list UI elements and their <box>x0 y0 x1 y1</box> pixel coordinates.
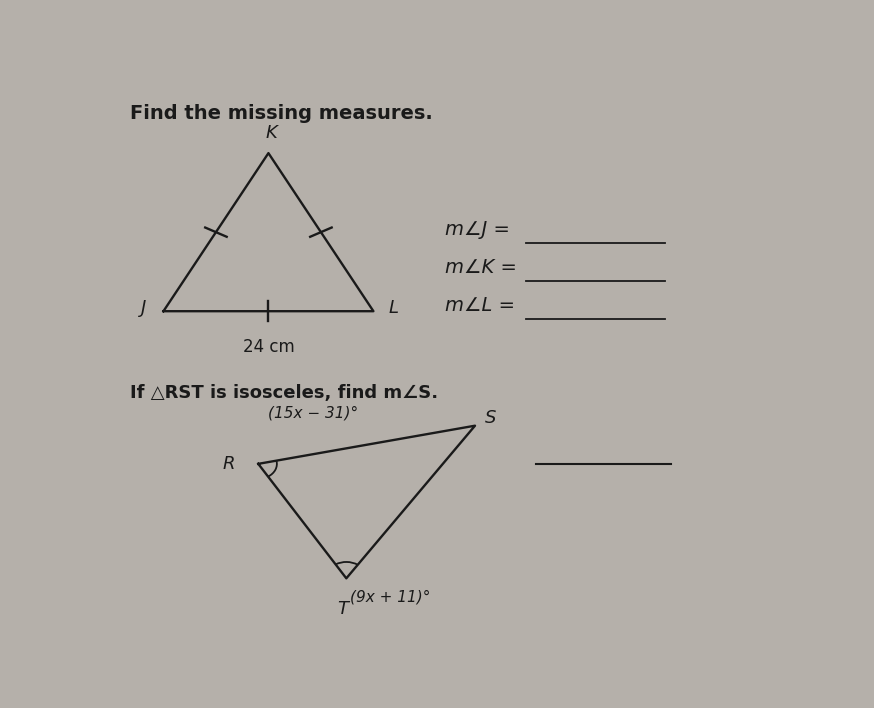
Text: S: S <box>485 409 496 426</box>
Text: (9x + 11)°: (9x + 11)° <box>350 589 430 604</box>
Text: Find the missing measures.: Find the missing measures. <box>129 104 433 123</box>
Text: 24 cm: 24 cm <box>243 338 295 356</box>
Text: J: J <box>142 299 147 317</box>
Text: If △RST is isosceles, find m∠S.: If △RST is isosceles, find m∠S. <box>129 384 438 402</box>
Text: K: K <box>266 124 278 142</box>
Text: m∠J =: m∠J = <box>445 220 510 239</box>
Text: L: L <box>388 299 399 317</box>
Text: m∠L =: m∠L = <box>445 296 515 315</box>
Text: R: R <box>222 455 234 473</box>
Text: (15x − 31)°: (15x − 31)° <box>268 405 358 421</box>
Text: m∠K =: m∠K = <box>445 258 517 277</box>
Text: T: T <box>337 600 349 618</box>
